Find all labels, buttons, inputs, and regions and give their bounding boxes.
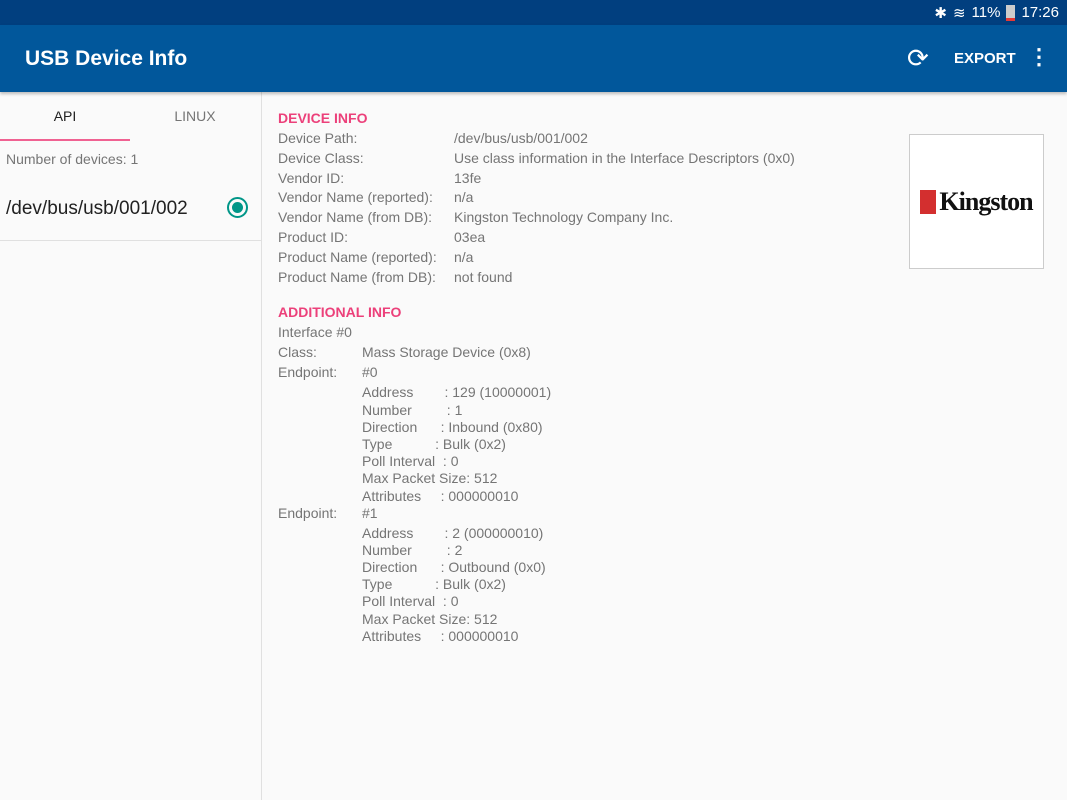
logo-text: Kingston	[939, 186, 1033, 216]
device-path: /dev/bus/usb/001/002	[6, 198, 188, 219]
info-value: /dev/bus/usb/001/002	[454, 130, 588, 146]
clock: 17:26	[1021, 4, 1059, 21]
app-title: USB Device Info	[25, 47, 188, 70]
selected-radio[interactable]	[227, 197, 248, 218]
device-info-heading: DEVICE INFO	[278, 110, 368, 126]
app-toolbar: USB Device Info ⟳ EXPORT ⋮	[0, 25, 1067, 92]
info-value: n/a	[454, 248, 474, 265]
vendor-logo: Kingston	[909, 134, 1044, 269]
endpoint: Endpoint: #1	[278, 505, 795, 525]
endpoint-detail: Number : 1	[362, 401, 463, 418]
status-bar: ✱ ≋ 11% 17:26	[0, 0, 1067, 25]
device-details: DEVICE INFO Device Path: /dev/bus/usb/001…	[278, 110, 795, 645]
export-button[interactable]: EXPORT	[954, 50, 1016, 67]
info-label: Product Name (reported):	[278, 248, 437, 265]
info-label: Device Class:	[278, 149, 364, 166]
info-label: Product Name (from DB):	[278, 268, 436, 285]
refresh-icon[interactable]: ⟳	[907, 43, 929, 73]
info-value: 03ea	[454, 228, 486, 245]
info-value: 13fe	[454, 169, 482, 186]
endpoint-detail: Max Packet Size: 512	[362, 470, 498, 487]
info-row: Vendor Name (from DB): Kingston Technolog…	[278, 209, 795, 229]
bluetooth-icon: ✱	[934, 4, 947, 22]
tab-linux[interactable]: LINUX	[174, 108, 216, 124]
info-label: Device Path:	[278, 130, 358, 146]
class-value: Mass Storage Device (0x8)	[362, 344, 531, 361]
info-row: Product ID: 03ea	[278, 229, 795, 249]
info-label: Vendor ID:	[278, 169, 345, 186]
endpoint-detail: Poll Interval : 0	[362, 453, 459, 470]
wifi-icon: ≋	[952, 4, 966, 22]
info-value: Kingston Technology Company Inc.	[454, 209, 674, 226]
endpoint-detail: Max Packet Size: 512	[362, 610, 498, 627]
info-row: Vendor ID: 13fe	[278, 170, 795, 190]
info-value: not found	[454, 268, 513, 285]
endpoint-detail: Address : 2 (000000010)	[362, 524, 544, 541]
endpoint-detail: Type : Bulk (0x2)	[362, 576, 506, 593]
info-row: Device Path: /dev/bus/usb/001/002	[278, 130, 795, 150]
more-options-icon[interactable]: ⋮	[1028, 44, 1050, 69]
endpoint-detail: Type : Bulk (0x2)	[362, 435, 506, 452]
endpoint-id: #0	[362, 364, 378, 381]
info-label: Vendor Name (reported):	[278, 189, 433, 206]
tab-api[interactable]: API	[53, 108, 77, 124]
endpoint-detail: Number : 2	[362, 541, 463, 558]
endpoint-label: Endpoint:	[278, 364, 338, 381]
info-row: Device Class: Use class information in th…	[278, 150, 795, 170]
info-value: Use class information in the Interface D…	[454, 149, 795, 166]
info-row: Product Name (from DB): not found	[278, 269, 795, 289]
battery-percent: 11%	[971, 4, 1001, 21]
endpoint-detail: Direction : Outbound (0x0)	[362, 559, 546, 576]
device-list-pane: API LINUX Number of devices: 1 /dev/bus/…	[0, 92, 262, 800]
endpoint-id: #1	[362, 504, 378, 521]
battery-icon	[1006, 4, 1016, 21]
interface-label: Interface #0	[278, 324, 352, 341]
endpoint-label: Endpoint:	[278, 504, 338, 521]
device-list-item[interactable]: /dev/bus/usb/001/002	[0, 180, 261, 241]
endpoint-detail: Poll Interval : 0	[362, 593, 459, 610]
endpoint-detail: Attributes : 000000010	[362, 487, 519, 504]
additional-info-heading: ADDITIONAL INFO	[278, 304, 402, 321]
tab-indicator	[0, 139, 130, 141]
endpoint-detail: Direction : Inbound (0x80)	[362, 418, 543, 435]
info-label: Product ID:	[278, 228, 349, 245]
endpoint-detail: Address : 129 (10000001)	[362, 384, 552, 401]
info-row: Vendor Name (reported): n/a	[278, 189, 795, 209]
endpoint-detail: Attributes : 000000010	[362, 627, 519, 644]
info-label: Vendor Name (from DB):	[278, 209, 433, 226]
info-row: Product Name (reported): n/a	[278, 249, 795, 269]
info-value: n/a	[454, 189, 474, 206]
endpoint: Endpoint: #0	[278, 364, 795, 384]
kingston-logo-icon	[920, 189, 937, 214]
device-count: Number of devices: 1	[6, 151, 139, 167]
class-label: Class:	[278, 344, 317, 361]
